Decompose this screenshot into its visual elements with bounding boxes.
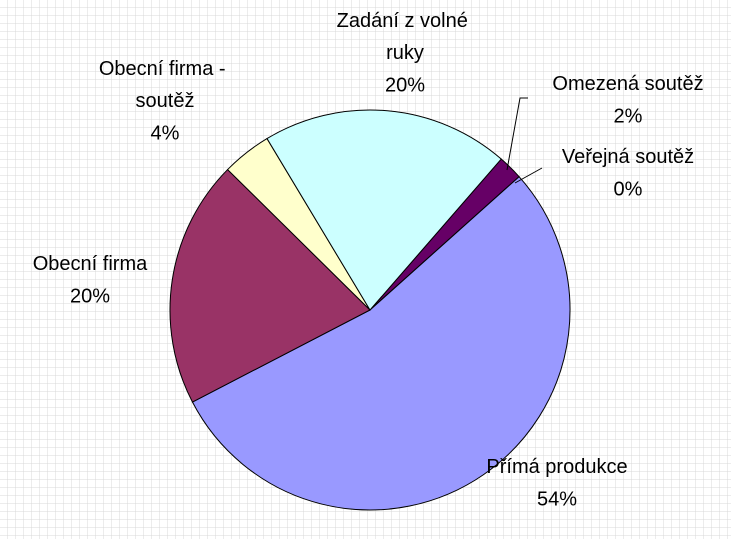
slice-label: Přímá produkce — [486, 456, 627, 478]
slice-label: Zadání z volné ruky — [337, 10, 474, 64]
label-line: soutěž — [136, 90, 195, 112]
leader-line — [506, 97, 528, 171]
label-line: Omezená soutěž — [552, 73, 703, 95]
label-line: Přímá produkce — [486, 456, 627, 478]
label-line: Obecní firma - — [99, 58, 231, 80]
pie-slice — [266, 109, 502, 311]
leader-line — [514, 167, 543, 184]
value-label: 20% — [70, 285, 110, 307]
value-label: 20% — [385, 74, 425, 96]
pie — [169, 109, 571, 511]
pie-slice — [169, 168, 371, 403]
value-label: 0% — [614, 178, 643, 200]
pie-slice — [191, 175, 571, 511]
label-line: Obecní firma — [33, 253, 148, 275]
value-label: 4% — [151, 122, 180, 144]
label-line: ruky — [386, 42, 424, 64]
slice-label: Omezená soutěž — [552, 73, 703, 95]
label-line: Veřejná soutěž — [562, 146, 694, 168]
slice-label: Veřejná soutěž — [562, 146, 694, 168]
value-label: 54% — [537, 488, 577, 510]
labels: Omezená soutěž 2% Veřejná soutěž 0% Přímá pr… — [33, 10, 704, 510]
slice-label: Obecní firma - soutěž — [99, 58, 231, 112]
slice-label: Obecní firma — [33, 253, 148, 275]
value-label: 2% — [614, 105, 643, 127]
label-line: Zadání z volné — [337, 10, 474, 32]
